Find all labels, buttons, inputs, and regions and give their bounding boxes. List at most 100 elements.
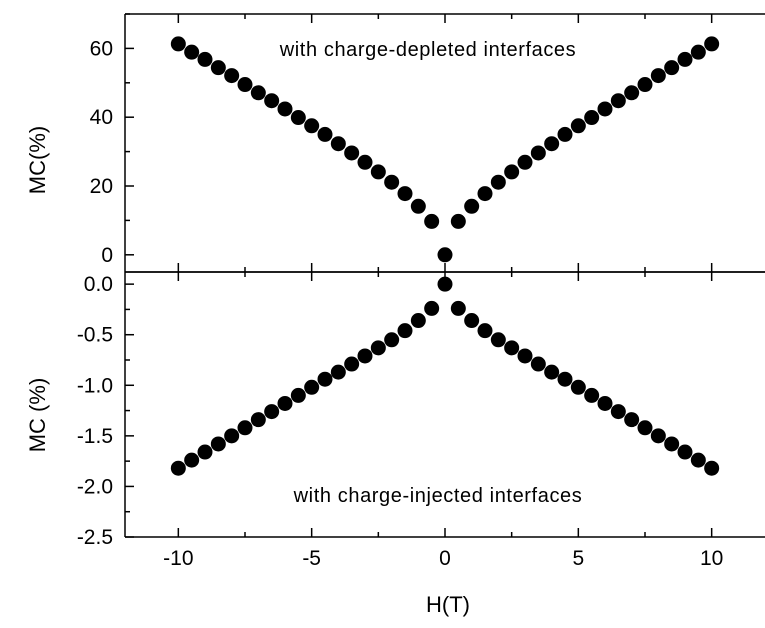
data-point — [530, 145, 546, 161]
data-point — [570, 118, 586, 134]
data-point — [690, 44, 706, 60]
data-point — [584, 110, 600, 126]
data-point — [344, 145, 360, 161]
y-tick-label: 40 — [90, 106, 113, 129]
data-point — [184, 452, 200, 468]
data-point — [664, 60, 680, 76]
data-point — [304, 118, 320, 134]
data-point — [477, 323, 493, 339]
top-panel: 0 20 40 60 — [90, 13, 765, 273]
data-point — [544, 136, 560, 152]
data-point — [557, 371, 573, 387]
data-point — [677, 51, 693, 67]
data-point — [237, 420, 253, 436]
data-point — [597, 395, 613, 411]
data-point — [170, 36, 186, 52]
data-point — [610, 93, 626, 109]
data-point — [450, 213, 466, 229]
data-point — [277, 101, 293, 117]
top-y-axis-label: MC(%) — [25, 126, 50, 194]
data-point — [304, 379, 320, 395]
x-axis-label: H(T) — [426, 592, 470, 617]
bottom-y-axis-label: MC (%) — [25, 378, 50, 453]
x-tick-label: 0 — [439, 547, 451, 570]
data-point — [317, 371, 333, 387]
x-tick-label: -5 — [302, 547, 321, 570]
data-point — [170, 460, 186, 476]
y-tick-label: 0.0 — [84, 273, 113, 296]
data-point — [597, 101, 613, 117]
y-tick-label: 0 — [101, 244, 113, 267]
data-point — [424, 300, 440, 316]
top-annotation: with charge-depleted interfaces — [279, 39, 577, 61]
data-point — [570, 379, 586, 395]
data-point — [517, 348, 533, 364]
data-point — [704, 460, 720, 476]
data-point — [197, 51, 213, 67]
data-point — [250, 412, 266, 428]
bottom-annotation: with charge-injected interfaces — [293, 485, 583, 507]
y-tick-label: -1.5 — [77, 425, 113, 448]
data-point — [410, 313, 426, 329]
data-point — [624, 85, 640, 101]
data-point — [250, 85, 266, 101]
data-point — [530, 356, 546, 372]
x-tick-label: 10 — [700, 547, 723, 570]
data-point — [397, 186, 413, 202]
data-point — [277, 395, 293, 411]
data-point — [330, 364, 346, 380]
data-point — [610, 404, 626, 420]
data-point — [424, 213, 440, 229]
y-tick-label: -2.0 — [77, 475, 113, 498]
data-point — [637, 77, 653, 93]
data-point — [504, 164, 520, 180]
x-tick-label: -10 — [163, 547, 193, 570]
data-point — [197, 444, 213, 460]
data-point — [224, 68, 240, 84]
data-point — [504, 340, 520, 356]
data-point — [397, 323, 413, 339]
data-point — [357, 348, 373, 364]
data-point — [290, 387, 306, 403]
y-tick-label: -1.0 — [77, 374, 113, 397]
y-tick-label: -2.5 — [77, 526, 113, 549]
data-point — [317, 126, 333, 142]
data-point — [650, 428, 666, 444]
data-point — [584, 387, 600, 403]
data-point — [677, 444, 693, 460]
data-point — [464, 313, 480, 329]
data-point — [650, 68, 666, 84]
data-point — [517, 154, 533, 170]
data-point — [224, 428, 240, 444]
data-point — [664, 436, 680, 452]
data-point — [290, 110, 306, 126]
data-point — [490, 332, 506, 348]
data-point — [410, 198, 426, 214]
data-point — [384, 332, 400, 348]
data-point — [437, 247, 453, 263]
data-point — [370, 340, 386, 356]
data-point — [370, 164, 386, 180]
data-point — [184, 44, 200, 60]
data-point — [544, 364, 560, 380]
data-point — [210, 60, 226, 76]
data-point — [264, 404, 280, 420]
data-point — [624, 412, 640, 428]
data-point — [437, 276, 453, 292]
x-tick-label: 5 — [572, 547, 584, 570]
y-tick-label: 20 — [90, 175, 113, 198]
data-point — [264, 93, 280, 109]
data-point — [704, 36, 720, 52]
data-point — [450, 300, 466, 316]
data-point — [557, 126, 573, 142]
data-point — [210, 436, 226, 452]
data-point — [690, 452, 706, 468]
data-point — [330, 136, 346, 152]
y-tick-label: 60 — [90, 37, 113, 60]
data-point — [637, 420, 653, 436]
data-point — [464, 198, 480, 214]
data-point — [237, 77, 253, 93]
y-tick-label: -0.5 — [77, 324, 113, 347]
